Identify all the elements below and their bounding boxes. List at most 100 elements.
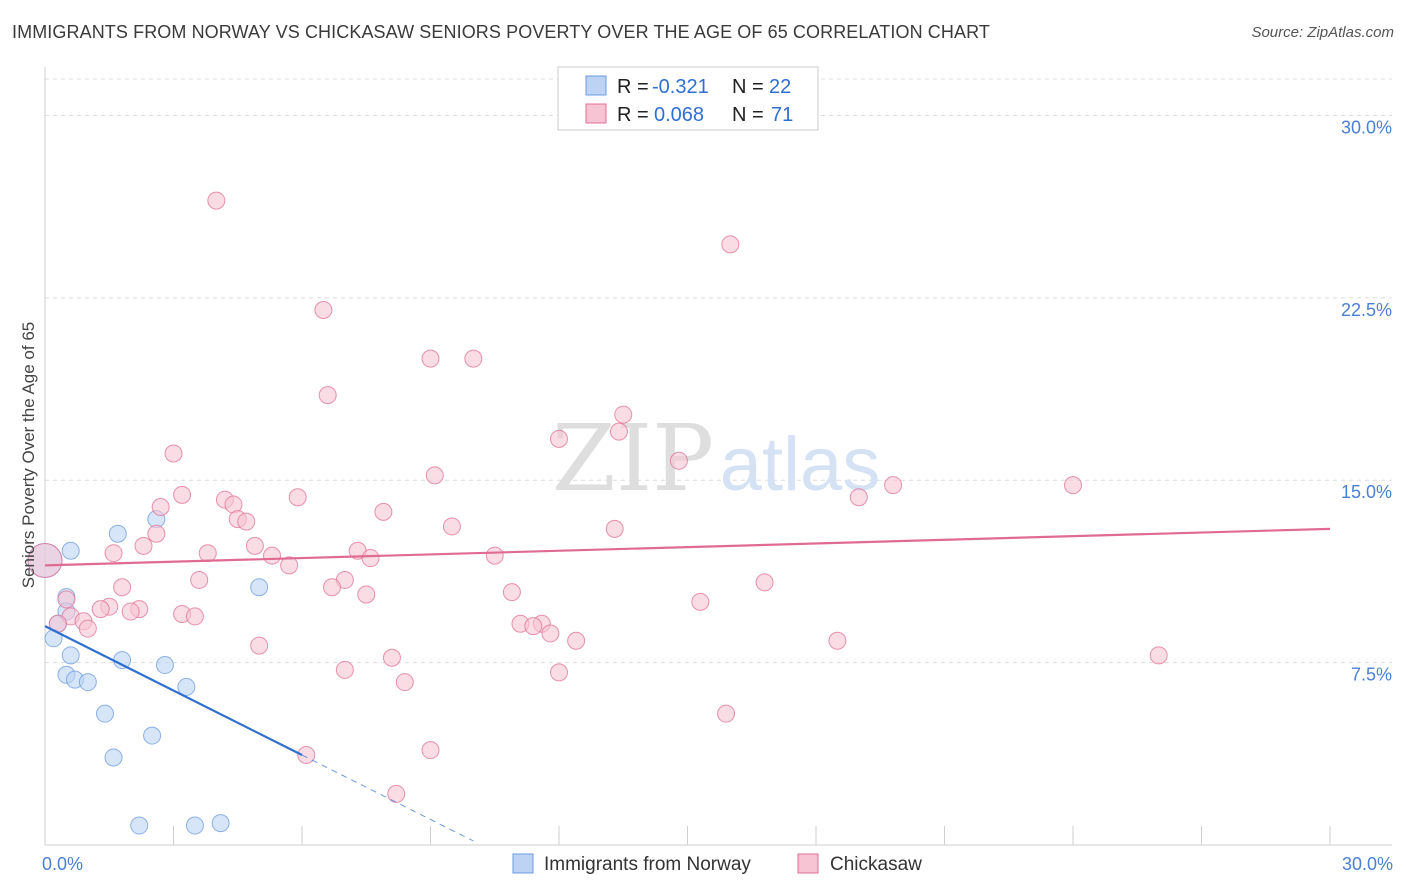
chickasaw-point-11 (669, 451, 688, 470)
legend: Immigrants from Norway Chickasaw (512, 853, 922, 875)
chickasaw-point-29 (104, 544, 123, 563)
chickasaw-point-17 (849, 488, 868, 507)
stats-r-chickasaw: 0.068 (654, 104, 704, 126)
chickasaw-point-12 (425, 466, 444, 485)
chickasaw-point-14 (1064, 476, 1082, 495)
stats-r-norway: -0.321 (652, 76, 709, 98)
watermark: ZIP atlas (552, 405, 880, 512)
chickasaw-point-50 (185, 607, 204, 626)
chickasaw-point-68 (421, 741, 440, 760)
chickasaw-point-69 (297, 746, 316, 765)
y-tick-label-3: 30.0% (1341, 117, 1392, 137)
norway-point-17 (104, 748, 123, 767)
y-tick-label-0: 7.5% (1351, 665, 1392, 685)
chickasaw-point-59 (567, 631, 586, 650)
chickasaw-point-20 (151, 497, 170, 516)
norway-point-21 (211, 814, 230, 833)
legend-swatch-chickasaw (797, 853, 819, 874)
chickasaw-point-5 (464, 349, 483, 368)
chickasaw-point-70 (387, 784, 406, 803)
trend-lines (44, 527, 1331, 842)
legend-label-chickasaw: Chickasaw (830, 854, 922, 875)
stats-swatch-chickasaw (585, 103, 607, 124)
chickasaw-point-1 (207, 191, 226, 210)
chickasaw-point-40 (322, 578, 341, 597)
chickasaw-point-64 (335, 660, 354, 679)
chickasaw-point-36 (190, 570, 209, 589)
chickasaw-point-24 (442, 517, 461, 536)
chickasaw-point-3 (314, 301, 333, 320)
chickasaw-point-65 (550, 663, 568, 682)
chickasaw-point-10 (164, 444, 183, 463)
legend-label-norway: Immigrants from Norway (544, 854, 751, 875)
legend-swatch-norway (512, 853, 534, 874)
trend-line-chickasaw (44, 527, 1331, 567)
chickasaw-point-16 (288, 488, 307, 507)
stats-box: R = -0.321 N = 22 R = 0.068 N = 71 (557, 66, 819, 131)
chickasaw-point-21 (374, 502, 393, 521)
series-chickasaw-points (27, 191, 1168, 803)
chickasaw-point-39 (113, 578, 132, 597)
stats-n-norway: 22 (769, 76, 791, 98)
stats-swatch-norway (585, 75, 607, 96)
chickasaw-point-38 (755, 573, 774, 592)
norway-point-16 (143, 726, 162, 745)
chickasaw-point-4 (421, 349, 440, 368)
chickasaw-point-44 (691, 592, 710, 611)
chickasaw-point-56 (524, 617, 543, 636)
x-tick-label-1: 30.0% (1342, 854, 1393, 874)
chickasaw-point-25 (605, 519, 624, 538)
chickasaw-point-63 (1149, 646, 1168, 665)
norway-point-9 (113, 651, 132, 670)
grid-layer (45, 78, 1392, 664)
axes-layer: 7.5% 15.0% 22.5% 30.0% 0.0% 30.0% (42, 67, 1393, 874)
chickasaw-point-35 (280, 556, 299, 575)
x-tick-label-0: 0.0% (42, 854, 83, 874)
y-tick-label-2: 22.5% (1341, 300, 1392, 320)
chickasaw-point-61 (250, 636, 269, 655)
norway-point-19 (130, 816, 149, 835)
chickasaw-point-13 (884, 476, 903, 495)
chickasaw-point-33 (361, 549, 380, 568)
norway-point-8 (61, 646, 80, 665)
stats-n-label-chickasaw: N = (732, 104, 764, 126)
chickasaw-point-23 (237, 512, 256, 531)
chickasaw-point-47 (121, 602, 140, 621)
norway-point-2 (61, 541, 80, 560)
chickasaw-point-28 (245, 536, 264, 555)
norway-point-20 (185, 816, 204, 835)
y-tick-label-1: 15.0% (1341, 482, 1392, 502)
chickasaw-point-34 (485, 546, 504, 565)
stats-r-label-chickasaw: R = (617, 104, 649, 126)
chickasaw-point-30 (198, 544, 217, 563)
chickasaw-point-0 (27, 542, 63, 578)
norway-point-14 (177, 677, 196, 696)
norway-point-13 (78, 673, 97, 692)
chickasaw-point-58 (78, 619, 97, 638)
norway-point-10 (155, 656, 174, 675)
watermark-zip: ZIP (552, 405, 714, 512)
chickasaw-point-8 (609, 422, 628, 441)
chickasaw-point-15 (173, 485, 192, 504)
stats-n-label-norway: N = (732, 76, 764, 98)
chickasaw-point-41 (357, 585, 376, 604)
trend-line-norway (44, 625, 303, 757)
chickasaw-point-6 (318, 386, 337, 405)
chickasaw-point-66 (395, 673, 414, 692)
chickasaw-point-42 (502, 583, 521, 602)
norway-point-3 (108, 524, 127, 543)
stats-r-label-norway: R = (617, 76, 649, 98)
norway-point-15 (95, 704, 114, 723)
chickasaw-point-27 (134, 536, 153, 555)
chickasaw-point-2 (721, 235, 740, 254)
trend-line-norway-extension (301, 754, 474, 842)
chickasaw-point-48 (91, 600, 110, 619)
chart-title: IMMIGRANTS FROM NORWAY VS CHICKASAW SENI… (12, 22, 990, 42)
chickasaw-point-43 (57, 590, 76, 609)
chickasaw-point-7 (614, 405, 633, 424)
chickasaw-point-31 (263, 546, 282, 565)
norway-point-18 (250, 578, 269, 597)
chickasaw-point-67 (717, 704, 736, 723)
chickasaw-point-62 (382, 648, 401, 667)
